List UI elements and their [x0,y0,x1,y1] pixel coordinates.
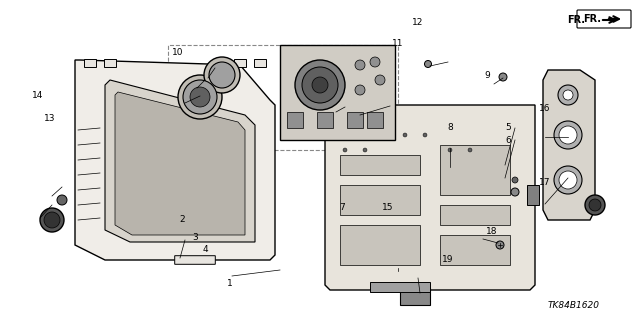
Bar [370,282,430,292]
Bar [254,59,266,67]
Polygon shape [280,45,395,140]
Circle shape [554,121,582,149]
Text: 12: 12 [412,18,424,27]
Circle shape [363,148,367,152]
Text: 3: 3 [192,233,198,242]
Circle shape [355,60,365,70]
Bar [440,235,510,265]
Text: FR.: FR. [583,14,601,24]
Circle shape [496,241,504,249]
Text: 2: 2 [179,215,185,225]
Polygon shape [400,288,430,305]
Circle shape [468,148,472,152]
Circle shape [558,85,578,105]
Circle shape [559,126,577,144]
Bar [317,112,333,128]
Text: 10: 10 [172,47,184,57]
Bar [340,185,420,215]
Bar [84,59,96,67]
Circle shape [355,85,365,95]
Circle shape [375,75,385,85]
Circle shape [554,166,582,194]
Circle shape [312,77,328,93]
Circle shape [559,171,577,189]
Circle shape [204,57,240,93]
Polygon shape [105,80,255,242]
Text: 16: 16 [540,103,551,113]
Polygon shape [115,92,245,235]
Text: FR.: FR. [567,15,585,25]
Circle shape [424,60,431,68]
Polygon shape [325,105,535,290]
Text: TK84B1620: TK84B1620 [548,301,600,310]
Circle shape [209,62,235,88]
Circle shape [512,177,518,183]
Circle shape [563,90,573,100]
Bar [168,45,398,150]
Circle shape [370,57,380,67]
Bar [104,59,116,67]
Circle shape [448,148,452,152]
Text: 18: 18 [486,228,498,236]
Circle shape [44,212,60,228]
Text: 14: 14 [32,91,44,100]
Bar [340,155,420,175]
Text: 7: 7 [339,203,345,212]
Circle shape [383,133,387,137]
Text: 5: 5 [505,123,511,132]
Bar [527,185,539,205]
Circle shape [295,60,345,110]
Bar [347,112,363,128]
Text: 9: 9 [484,70,490,79]
Bar [330,111,338,123]
Circle shape [183,80,217,114]
Bar [440,145,510,195]
Text: 6: 6 [505,135,511,145]
Bar [340,113,390,123]
Circle shape [511,188,519,196]
Text: 15: 15 [382,204,394,212]
Text: 13: 13 [44,114,56,123]
Circle shape [363,133,367,137]
Text: 1: 1 [227,278,233,287]
Circle shape [190,87,210,107]
Text: 17: 17 [540,178,551,187]
FancyBboxPatch shape [175,256,215,264]
Circle shape [343,133,347,137]
Text: 4: 4 [202,245,208,254]
Circle shape [178,75,222,119]
Bar [367,112,383,128]
Circle shape [40,208,64,232]
Circle shape [423,133,427,137]
Circle shape [403,133,407,137]
Polygon shape [75,60,275,260]
Circle shape [57,195,67,205]
Bar [234,59,246,67]
Bar [287,112,303,128]
Circle shape [585,195,605,215]
Text: 19: 19 [442,255,454,265]
FancyBboxPatch shape [577,10,631,28]
Circle shape [302,67,338,103]
Circle shape [589,199,601,211]
Bar [440,205,510,225]
Circle shape [343,148,347,152]
Text: 11: 11 [392,38,404,47]
Text: 8: 8 [447,123,453,132]
Polygon shape [543,70,595,220]
Bar [340,225,420,265]
Circle shape [499,73,507,81]
